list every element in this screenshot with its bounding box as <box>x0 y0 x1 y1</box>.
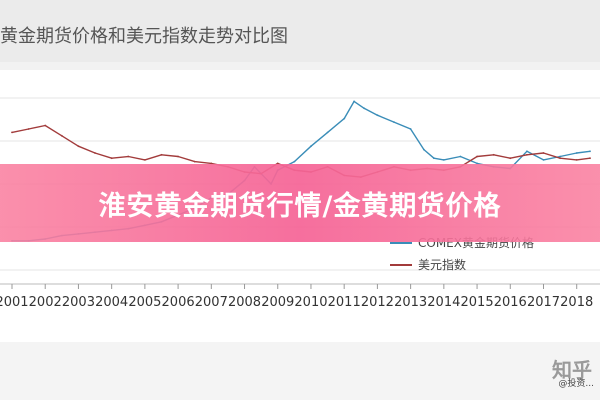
series-1-point-16 <box>276 162 279 165</box>
series-0-point-19 <box>310 145 312 148</box>
x-tick-label-2018: 2018 <box>560 295 593 310</box>
footer-strip <box>0 342 600 400</box>
x-tick-label-2013: 2013 <box>394 295 427 310</box>
legend-swatch-dollar <box>390 264 412 266</box>
x-tick-label-2002: 2002 <box>29 295 62 310</box>
x-tick-label-2011: 2011 <box>328 295 361 310</box>
series-0-point-35 <box>542 159 545 161</box>
x-tick-label-2009: 2009 <box>261 295 294 310</box>
series-1-point-3 <box>60 134 63 137</box>
x-tick-label-2008: 2008 <box>228 295 261 310</box>
series-1-point-7 <box>127 155 130 158</box>
series-0-point-21 <box>343 117 346 120</box>
series-0-point-30 <box>459 155 462 158</box>
series-1-point-28 <box>476 155 478 158</box>
legend-swatch-gold <box>390 242 412 244</box>
series-0-point-31 <box>476 162 478 165</box>
series-1-point-12 <box>210 162 213 165</box>
series-1-point-0 <box>11 131 13 134</box>
series-0-point-22 <box>353 100 355 103</box>
series-0-point-34 <box>526 150 528 153</box>
x-tick-label-2012: 2012 <box>361 295 394 310</box>
series-1-point-30 <box>509 157 512 160</box>
x-tick-label-2005: 2005 <box>128 295 161 310</box>
x-tick-label-2006: 2006 <box>162 295 195 310</box>
series-1-point-6 <box>110 157 113 160</box>
chart-title: 黄金期货价格和美元指数走势对比图 <box>0 26 288 47</box>
series-1-point-2 <box>44 124 47 127</box>
series-1-point-1 <box>27 128 30 130</box>
x-tick-label-2003: 2003 <box>62 295 95 310</box>
series-0-point-37 <box>575 152 578 154</box>
series-0-point-29 <box>442 159 445 161</box>
legend-item-dollar: 美元指数 <box>390 256 590 274</box>
x-tick-label-2015: 2015 <box>461 295 494 310</box>
series-0-point-36 <box>559 155 561 158</box>
legend-label-dollar: 美元指数 <box>418 258 467 272</box>
series-1-point-8 <box>144 159 146 161</box>
series-0-point-24 <box>376 114 379 117</box>
x-tick-label-2014: 2014 <box>427 295 460 310</box>
x-tick-label-2004: 2004 <box>95 295 128 310</box>
series-1-point-35 <box>589 157 591 160</box>
series-1-point-9 <box>160 153 163 156</box>
series-1-point-5 <box>94 152 96 154</box>
x-tick-label-2010: 2010 <box>294 295 327 310</box>
series-0-point-28 <box>433 157 435 160</box>
series-0-point-20 <box>326 131 329 134</box>
series-1-point-10 <box>177 155 180 158</box>
chart-header: 黄金期货价格和美元指数走势对比图 <box>0 0 600 62</box>
x-tick-label-2007: 2007 <box>195 295 228 310</box>
watermark-caption: @投资... <box>558 379 594 389</box>
series-1-point-4 <box>77 145 80 148</box>
series-1-point-31 <box>526 153 528 156</box>
series-1-point-33 <box>559 157 561 160</box>
series-1-point-29 <box>492 153 495 156</box>
x-tick-label-2017: 2017 <box>527 295 560 310</box>
series-0-point-27 <box>423 148 425 151</box>
series-1-point-32 <box>542 152 545 154</box>
series-0-point-18 <box>293 160 296 163</box>
headline-banner: 淮安黄金期货行情/金黄期货价格 <box>0 164 600 242</box>
x-tick-label-2016: 2016 <box>494 295 527 310</box>
series-0-point-25 <box>393 121 395 123</box>
series-1-point-11 <box>193 160 196 163</box>
watermark-logo: 知乎 <box>552 358 592 382</box>
series-0-point-38 <box>589 150 591 153</box>
series-0-point-23 <box>363 107 365 110</box>
x-tick-label-2001: 2001 <box>0 295 29 310</box>
series-0-point-26 <box>409 128 412 130</box>
series-1-point-34 <box>575 159 578 161</box>
headline-text: 淮安黄金期货行情/金黄期货价格 <box>98 190 502 222</box>
